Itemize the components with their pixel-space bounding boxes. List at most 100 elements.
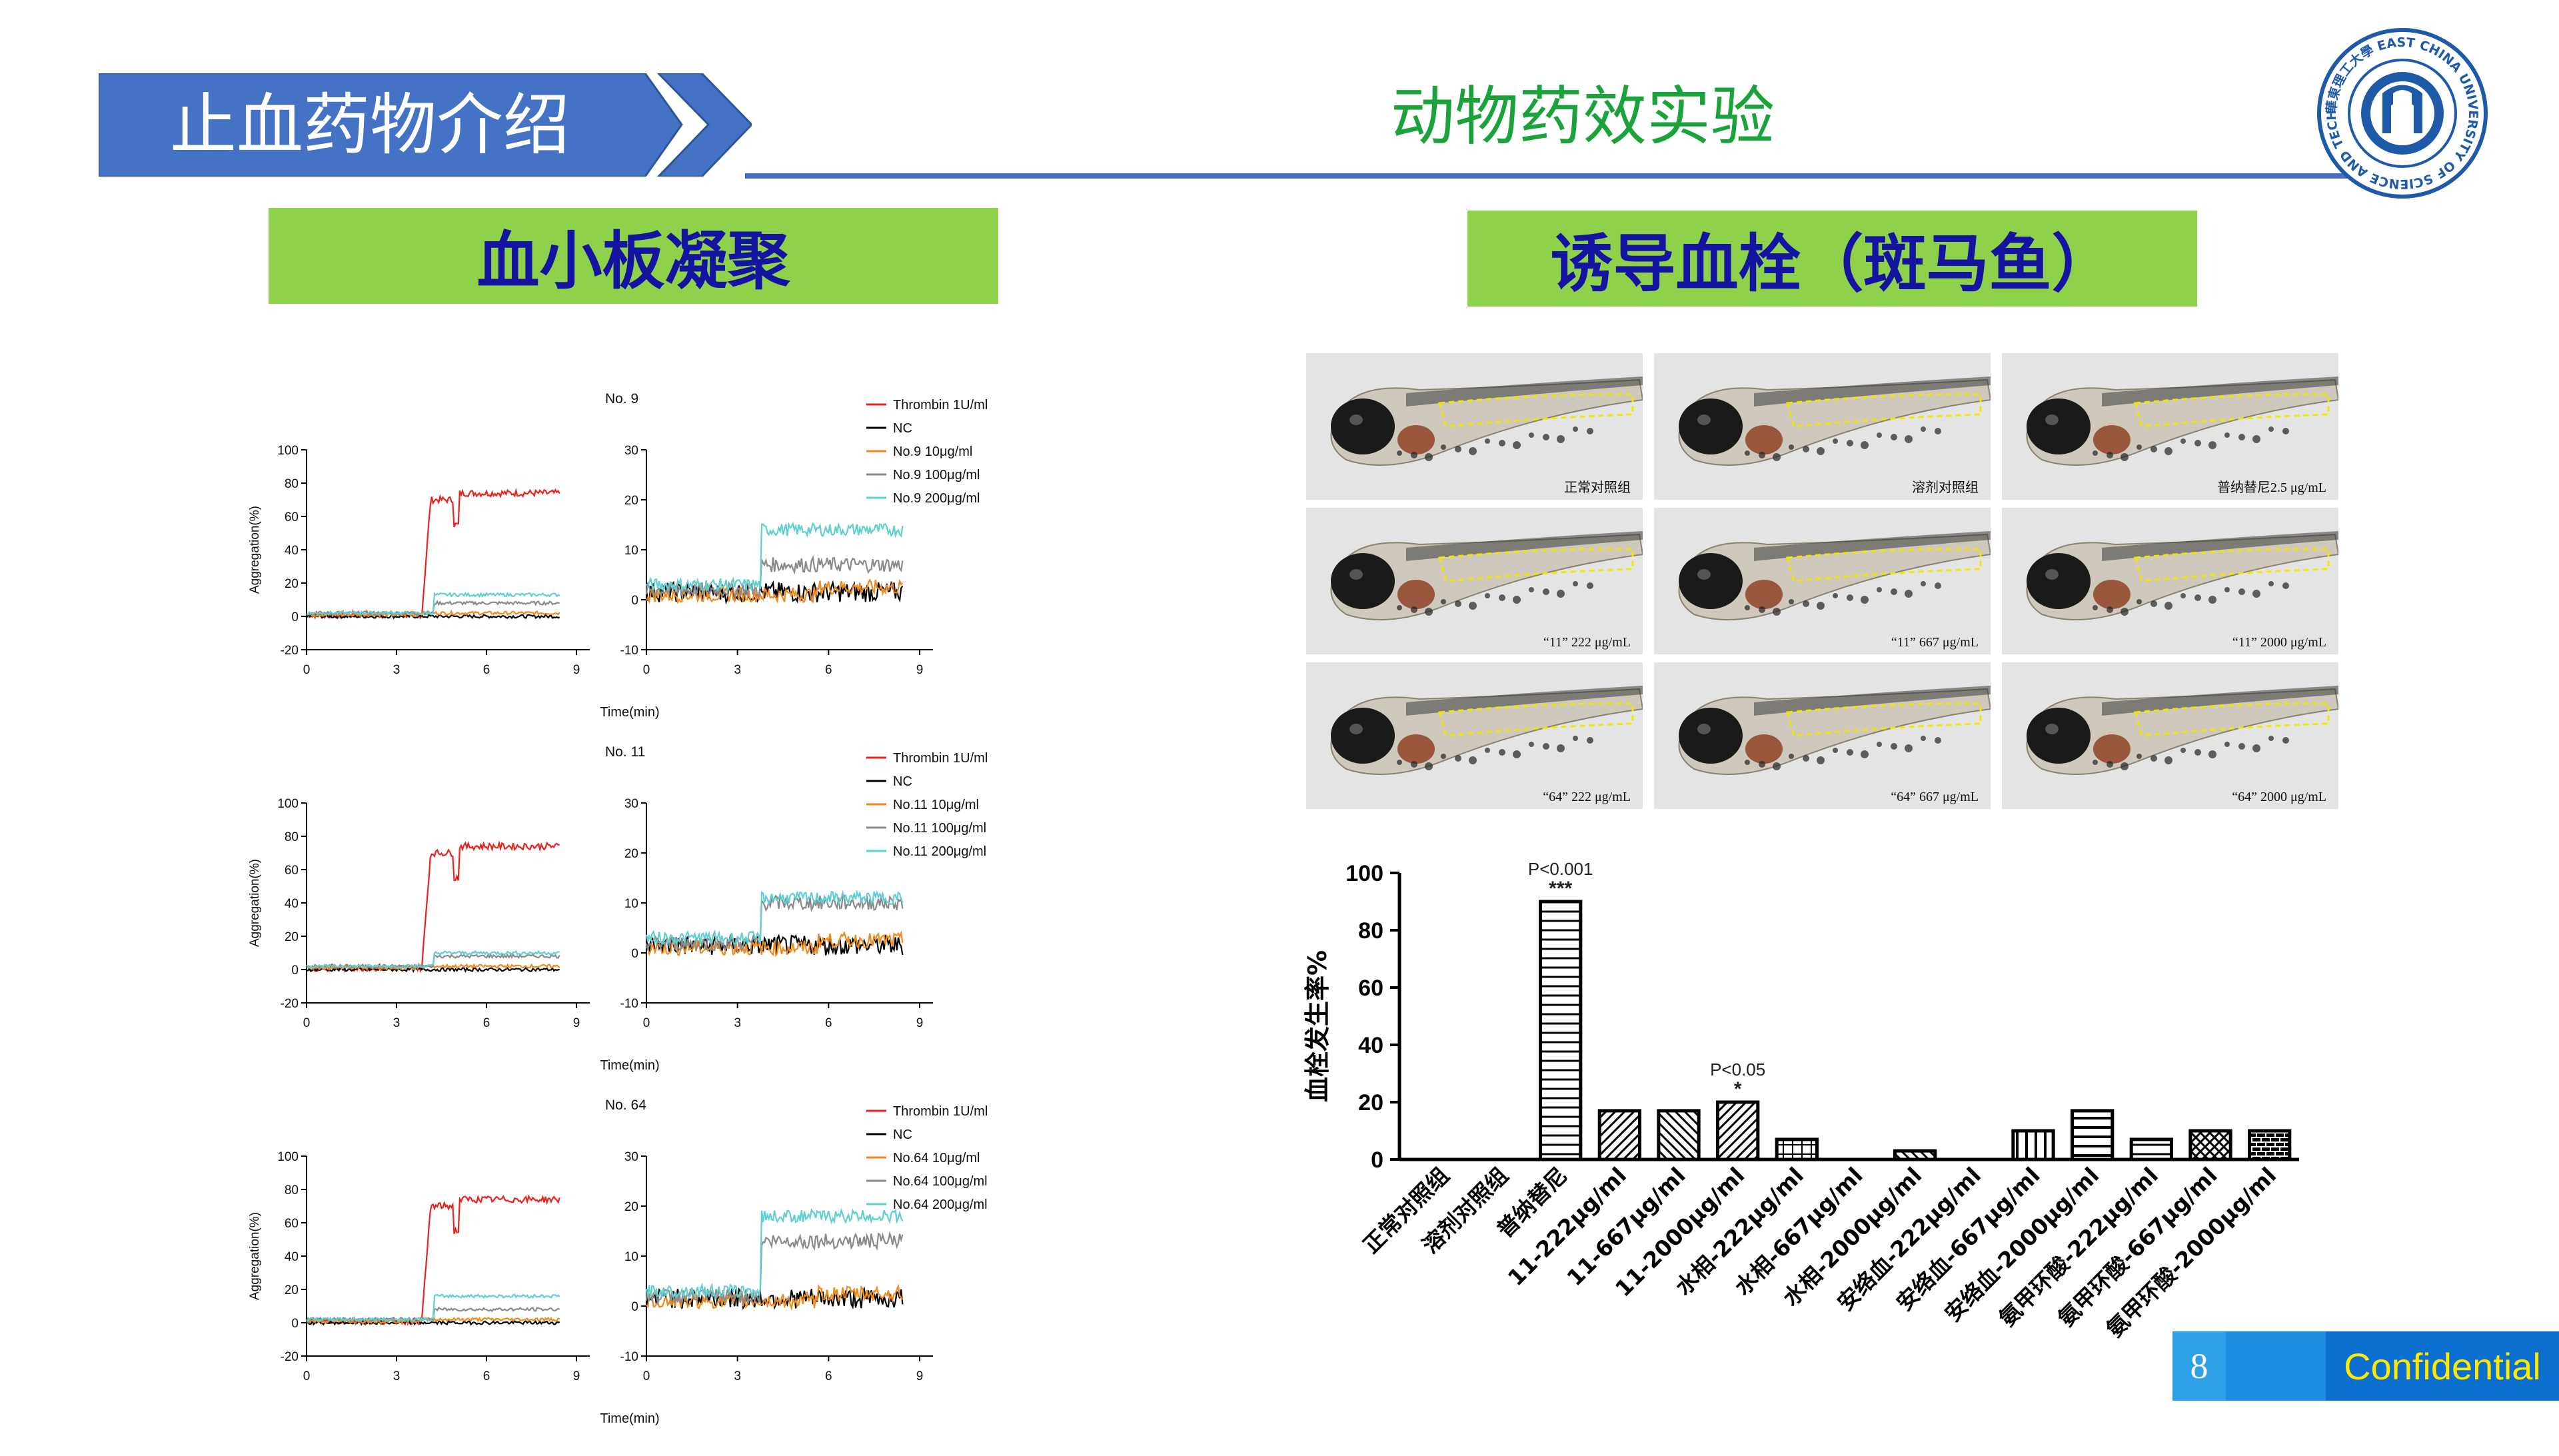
significance-stars: * (1734, 1078, 1742, 1100)
bar (2188, 1129, 2232, 1161)
bar (2071, 1109, 2115, 1161)
trace-high-dose-zoom (645, 1207, 904, 1299)
aggregation-panel-1: No. 9 Thrombin 1U/ml NC No.9 10μg/ml No.9 10… (248, 391, 988, 720)
y-tick-label: 20 (285, 577, 299, 591)
y-tick-label: 40 (285, 897, 299, 911)
x-tick-label: 3 (393, 1369, 401, 1383)
fish-drawing (2026, 376, 2338, 466)
y-tick-label: 20 (624, 494, 638, 508)
y-tick-label: -10 (620, 644, 638, 658)
trace-nc-zoom (645, 1286, 904, 1310)
legend-entry: No.64 200μg/ml (893, 1197, 988, 1212)
fish-drawing (1678, 531, 1991, 620)
y-tick-label: -10 (620, 1350, 638, 1364)
zebrafish-image: 普纳替尼2.5 μg/mL (2002, 353, 2338, 500)
x-tick-label: 6 (483, 1369, 490, 1383)
x-tick-label: 0 (303, 663, 311, 677)
zebrafish-image: “11” 667 μg/mL (1654, 508, 1991, 654)
x-axis-label: Time(min) (600, 1411, 659, 1426)
fish-caption: 溶剂对照组 (1912, 480, 1979, 495)
legend-entry: No.9 200μg/ml (893, 491, 980, 506)
y-tick-label: 0 (631, 1300, 638, 1314)
bar (1775, 1137, 1819, 1161)
x-tick-label: 9 (916, 663, 924, 677)
y-axis-label: Aggregation(%) (248, 859, 262, 947)
x-tick-label: 9 (573, 663, 580, 677)
y-tick-label: 80 (285, 830, 299, 844)
fish-drawing (1678, 376, 1991, 466)
x-tick-label: 6 (825, 1016, 832, 1030)
fish-caption: 正常对照组 (1564, 480, 1631, 495)
y-tick-label: 60 (1358, 976, 1383, 1001)
aggregation-panel-2: No. 11 Thrombin 1U/ml NC No.11 10μg/ml No.11… (248, 744, 988, 1073)
y-tick-label: 60 (285, 864, 299, 878)
bar (1597, 1109, 1641, 1161)
trace-high-dose (306, 591, 560, 616)
bar (2011, 1129, 2055, 1161)
zebrafish-image: 正常对照组 (1306, 353, 1643, 500)
y-tick-label: 40 (285, 1250, 299, 1264)
x-tick-label: 3 (393, 1016, 401, 1030)
y-tick-label: 100 (277, 444, 299, 458)
trace-low-dose-zoom (646, 578, 904, 604)
y-tick-label: 0 (631, 594, 638, 608)
fish-caption: “11” 2000 μg/mL (2232, 635, 2326, 650)
trace-high-dose (306, 950, 560, 970)
bar (1539, 900, 1583, 1161)
x-tick-label: 3 (734, 663, 741, 677)
x-tick-label: 0 (643, 1369, 650, 1383)
trace-mid-dose-zoom (645, 555, 904, 599)
y-tick-label: 100 (1345, 861, 1383, 886)
x-tick-label: 3 (393, 663, 401, 677)
trace-thrombin (306, 840, 560, 974)
title-banner (99, 73, 752, 177)
page-number: 8 (2172, 1331, 2226, 1401)
y-tick-label: -20 (281, 997, 299, 1011)
y-tick-label: 0 (291, 964, 299, 978)
y-tick-label: 80 (285, 1183, 299, 1197)
x-tick-label: 6 (825, 663, 832, 677)
y-axis-label: Aggregation(%) (248, 506, 262, 594)
y-tick-label: 100 (277, 797, 299, 811)
bar (2129, 1137, 2173, 1161)
bar (1657, 1109, 1701, 1161)
y-axis-label: 血栓发生率% (1303, 950, 1332, 1102)
legend-entry: No.11 200μg/ml (893, 844, 986, 859)
trace-high-dose-zoom (646, 521, 904, 594)
y-tick-label: 40 (1358, 1033, 1383, 1058)
y-tick-label: 30 (624, 1150, 638, 1164)
y-tick-label: 100 (277, 1150, 299, 1164)
panel-title: No. 9 (605, 391, 638, 406)
legend-entry: No.11 10μg/ml (893, 798, 979, 812)
fish-drawing (1678, 686, 1991, 775)
x-tick-label: 6 (825, 1369, 832, 1383)
fish-caption: “11” 667 μg/mL (1891, 635, 1979, 650)
fish-caption: “11” 222 μg/mL (1543, 635, 1631, 650)
trace-thrombin (306, 487, 560, 620)
x-axis-label: Time(min) (600, 1058, 659, 1073)
bar (1716, 1100, 1760, 1161)
trace-low-dose-zoom (646, 930, 904, 958)
y-tick-label: -10 (620, 997, 638, 1011)
y-tick-label: 0 (631, 947, 638, 961)
y-tick-label: 20 (285, 1283, 299, 1297)
y-tick-label: 80 (1358, 918, 1383, 944)
x-tick-label: 9 (916, 1369, 924, 1383)
zebrafish-thrombus-label: 诱导血栓（斑马鱼） (1467, 211, 2197, 307)
header-divider (745, 173, 2386, 179)
bar (1893, 1149, 1937, 1161)
x-tick-label: 3 (734, 1016, 741, 1030)
y-tick-label: -20 (281, 644, 299, 658)
fish-caption: “64” 667 μg/mL (1891, 790, 1979, 804)
x-tick-label: 9 (573, 1369, 580, 1383)
y-tick-label: -20 (281, 1350, 299, 1364)
section-title: 动物药效实验 (1391, 79, 1775, 154)
thrombus-bar-chart: 020406080100血栓发生率%正常对照组溶剂对照组普纳替尼11-222μg… (1303, 859, 2299, 1342)
fish-caption: “64” 2000 μg/mL (2232, 790, 2326, 804)
fish-drawing (2026, 686, 2338, 775)
y-tick-label: 80 (285, 477, 299, 491)
x-tick-label: 9 (573, 1016, 580, 1030)
p-value-label: P<0.001 (1528, 859, 1593, 879)
footer-bar (2226, 1331, 2326, 1401)
legend-entry: Thrombin 1U/ml (893, 398, 988, 412)
